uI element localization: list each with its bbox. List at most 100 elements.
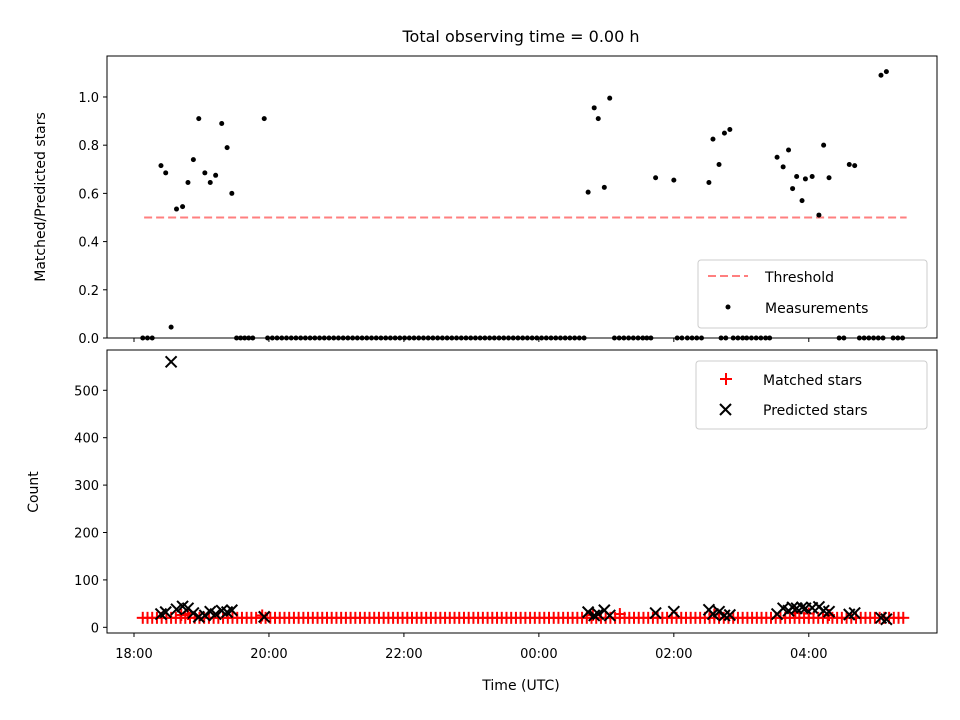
measurement-point	[774, 154, 780, 160]
measurement-point	[883, 69, 889, 75]
measurement-point	[196, 116, 202, 122]
measurement-point	[174, 206, 180, 212]
measurement-point	[163, 170, 169, 176]
measurement-point	[261, 116, 267, 122]
predicted-legend-swatch	[719, 403, 732, 416]
measurement-point	[780, 164, 786, 170]
count-y-tick-label: 300	[74, 479, 99, 494]
measurements-legend-swatch	[725, 304, 731, 310]
measurement-point	[168, 324, 174, 330]
count-y-tick-label: 100	[74, 574, 99, 589]
measurement-point	[601, 184, 607, 190]
predicted-star-point	[258, 610, 271, 624]
count-y-tick-label: 0	[91, 621, 99, 636]
measurement-point	[591, 105, 597, 111]
measurement-point	[821, 142, 827, 148]
measurement-point	[794, 174, 800, 180]
measurement-point	[595, 116, 601, 122]
ratio-legend-box	[697, 259, 928, 329]
predicted-star-point	[822, 605, 836, 618]
measurement-point	[826, 175, 832, 181]
predicted-star-point	[667, 605, 681, 618]
count-x-tick-label: 18:00	[115, 647, 152, 662]
predicted-star-point	[581, 605, 595, 619]
predicted-star-point	[712, 605, 726, 618]
measurement-point	[710, 136, 716, 142]
matched-legend-label: Matched stars	[763, 373, 862, 389]
predicted-star-point	[225, 604, 239, 617]
measurement-point	[671, 177, 677, 183]
measurement-point	[721, 130, 727, 136]
matched-star-point	[897, 611, 910, 624]
measurement-point	[786, 147, 792, 153]
count-x-tick-label: 04:00	[790, 647, 827, 662]
count-x-tick-label: 02:00	[655, 647, 692, 662]
count-y-tick-label: 400	[74, 432, 99, 447]
ratio-y-tick-label: 0.2	[78, 284, 99, 299]
predicted-star-point	[198, 609, 212, 622]
predicted-star-point	[649, 606, 662, 620]
measurement-point	[202, 170, 208, 176]
predicted-star-point	[587, 609, 601, 622]
ratio-y-tick-label: 1.0	[78, 91, 99, 106]
matched-star-point	[613, 608, 626, 621]
count-panel-frame	[106, 349, 938, 634]
measurement-points	[140, 69, 906, 341]
measurement-point	[585, 189, 591, 195]
matched-legend-swatch	[720, 373, 732, 385]
ratio-y-tick-label: 0.0	[78, 332, 99, 347]
measurement-point	[852, 163, 858, 169]
ratio-legend: Threshold Measurements	[697, 259, 928, 329]
predicted-star-point	[170, 603, 183, 616]
measurements-legend-label: Measurements	[765, 301, 868, 317]
predicted-star-point	[786, 601, 799, 614]
predicted-star-point	[159, 605, 172, 619]
measurement-point	[816, 212, 822, 218]
chart-title: Total observing time = 0.00 h	[401, 27, 639, 46]
ratio-y-tick-label: 0.4	[78, 236, 99, 251]
measurement-point	[846, 161, 852, 167]
ratio-y-axis-label: Matched/Predicted stars	[33, 112, 49, 282]
measurement-point	[653, 175, 659, 181]
count-panel: 0 100 200 300 400 500 18:00 20:00 22:00 00:00 02:…	[26, 349, 938, 694]
measurement-point	[213, 172, 219, 178]
ratio-panel-frame	[106, 55, 938, 339]
predicted-star-point	[187, 606, 200, 620]
count-x-tick-label: 20:00	[250, 647, 287, 662]
count-y-axis-label: Count	[26, 471, 42, 513]
measurement-point	[224, 145, 230, 151]
predicted-star-point	[164, 355, 178, 369]
ratio-y-tick-label: 0.8	[78, 139, 99, 154]
measurement-point	[790, 186, 796, 192]
measurement-point	[607, 95, 613, 101]
predicted-star-point	[848, 606, 861, 620]
count-x-tick-label: 22:00	[385, 647, 422, 662]
count-x-ticks: 18:00 20:00 22:00 00:00 02:00 04:00	[115, 633, 828, 662]
ratio-y-tick-label: 0.6	[78, 187, 99, 202]
x-axis-label: Time (UTC)	[481, 678, 559, 694]
measurement-point	[802, 176, 808, 182]
measurement-point	[727, 127, 733, 133]
measurement-point	[716, 161, 722, 167]
count-x-tick-label: 00:00	[520, 647, 557, 662]
predicted-star-point	[592, 607, 605, 621]
count-y-ticks: 0 100 200 300 400 500	[74, 384, 107, 636]
measurement-point	[207, 180, 213, 186]
measurement-point	[706, 180, 712, 186]
predicted-stars-points	[154, 355, 893, 626]
count-y-tick-label: 500	[74, 384, 99, 399]
measurement-point	[229, 190, 235, 196]
ratio-panel: 0.0 0.2 0.4 0.6 0.8 1.0 Matched/Predicted sta…	[33, 55, 938, 347]
predicted-star-point	[795, 601, 809, 614]
measurement-point	[180, 204, 186, 210]
ratio-y-ticks: 0.0 0.2 0.4 0.6 0.8 1.0	[78, 91, 107, 347]
measurement-point	[190, 157, 196, 163]
threshold-legend-label: Threshold	[764, 270, 834, 286]
count-legend: Matched stars Predicted stars	[695, 360, 928, 430]
predicted-star-point	[723, 608, 737, 622]
predicted-star-point	[880, 613, 893, 626]
count-legend-box	[695, 360, 928, 430]
predicted-star-point	[209, 607, 222, 621]
predicted-star-point	[718, 609, 731, 622]
